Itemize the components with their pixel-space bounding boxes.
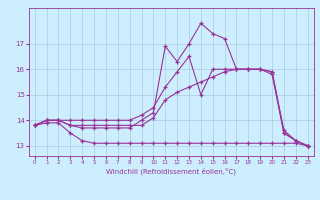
X-axis label: Windchill (Refroidissement éolien,°C): Windchill (Refroidissement éolien,°C) <box>106 168 236 175</box>
